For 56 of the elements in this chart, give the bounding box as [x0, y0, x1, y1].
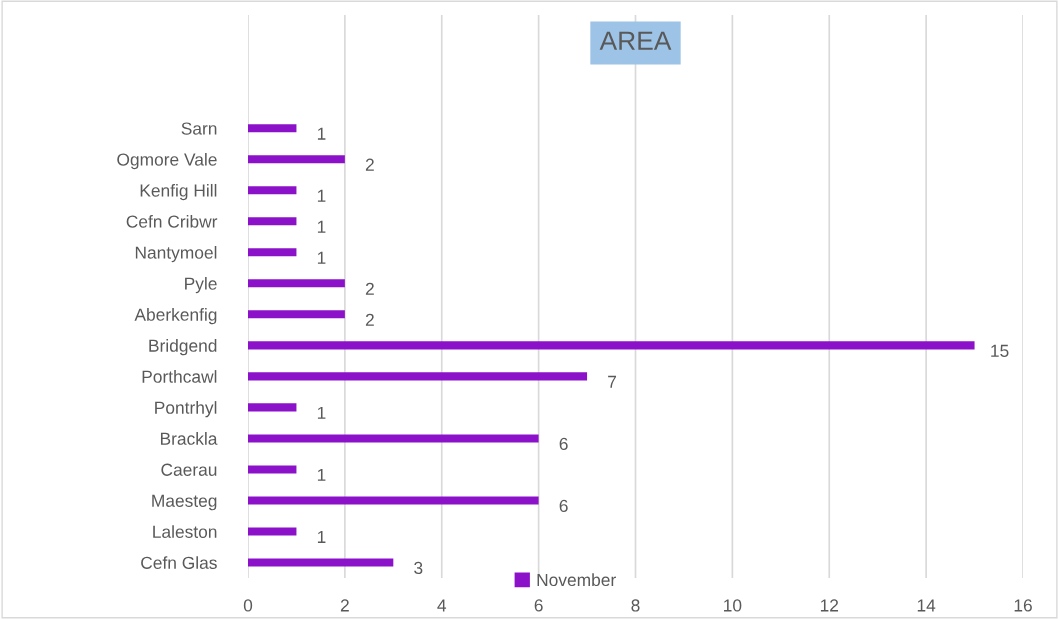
data-label: 1	[317, 127, 326, 140]
y-tick-label: Nantymoel	[135, 246, 217, 263]
x-tick-label: 16	[1014, 599, 1032, 612]
x-tick-label: 6	[534, 599, 543, 612]
bar	[248, 527, 297, 536]
bar	[248, 341, 975, 350]
x-tick-label: 10	[724, 599, 742, 612]
data-label: 1	[317, 189, 326, 202]
bar	[248, 124, 297, 133]
x-tick-label: 4	[437, 599, 447, 612]
x-tick-label: 12	[820, 599, 839, 612]
legend-label: November	[537, 573, 616, 587]
y-tick-label: Kenfig Hill	[140, 183, 217, 201]
y-tick-label: Porthcawl	[142, 370, 217, 383]
data-label: 7	[608, 375, 617, 388]
data-label: 2	[365, 158, 374, 171]
bar	[248, 310, 345, 319]
data-label: 1	[317, 220, 326, 233]
data-label: 1	[317, 468, 326, 481]
data-label: 3	[414, 561, 423, 575]
bar	[248, 434, 539, 443]
data-label: 1	[317, 251, 326, 264]
x-tick-label: 2	[340, 599, 349, 612]
data-label: 2	[365, 313, 374, 326]
data-label: 1	[317, 406, 326, 419]
y-tick-label: Maesteg	[152, 494, 217, 511]
bar	[248, 558, 394, 567]
bar	[248, 155, 345, 164]
data-label: 1	[317, 530, 326, 543]
y-tick-label: Caerau	[161, 463, 217, 476]
y-tick-label: Pontrhyl	[155, 401, 217, 418]
bar	[248, 248, 297, 257]
chart-title: AREA	[599, 31, 672, 50]
bar	[248, 186, 297, 195]
y-tick-label: Cefn Cribwr	[126, 214, 218, 228]
bar	[248, 279, 345, 288]
bar	[248, 465, 297, 474]
y-tick-label: Pyle	[185, 277, 217, 294]
bar	[248, 496, 539, 505]
data-label: 6	[559, 437, 568, 451]
y-tick-label: Cefn Glas	[141, 556, 217, 569]
data-label: 2	[365, 282, 374, 295]
data-label: 15	[991, 344, 1009, 357]
y-tick-label: Sarn	[181, 122, 217, 135]
y-tick-label: Ogmore Vale	[117, 152, 217, 170]
bar	[248, 372, 588, 381]
y-tick-label: Brackla	[160, 432, 218, 445]
y-tick-label: Laleston	[153, 525, 217, 538]
x-tick-label: 0	[243, 599, 253, 612]
y-tick-label: Aberkenfig	[134, 308, 217, 325]
data-label: 6	[559, 499, 568, 513]
x-tick-label: 14	[917, 599, 936, 612]
x-tick-label: 8	[631, 599, 640, 612]
bar	[248, 217, 297, 226]
bar	[248, 403, 297, 412]
y-tick-label: Bridgend	[149, 339, 217, 356]
